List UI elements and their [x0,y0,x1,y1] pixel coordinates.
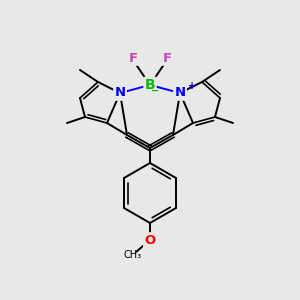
Text: +: + [188,81,196,91]
Text: CH₃: CH₃ [124,250,142,260]
Text: N: N [114,86,126,100]
Text: F: F [162,52,172,64]
Text: B: B [145,78,155,92]
Text: F: F [128,52,138,64]
Text: O: O [144,233,156,247]
Text: N: N [174,86,186,100]
Text: −: − [151,86,159,96]
